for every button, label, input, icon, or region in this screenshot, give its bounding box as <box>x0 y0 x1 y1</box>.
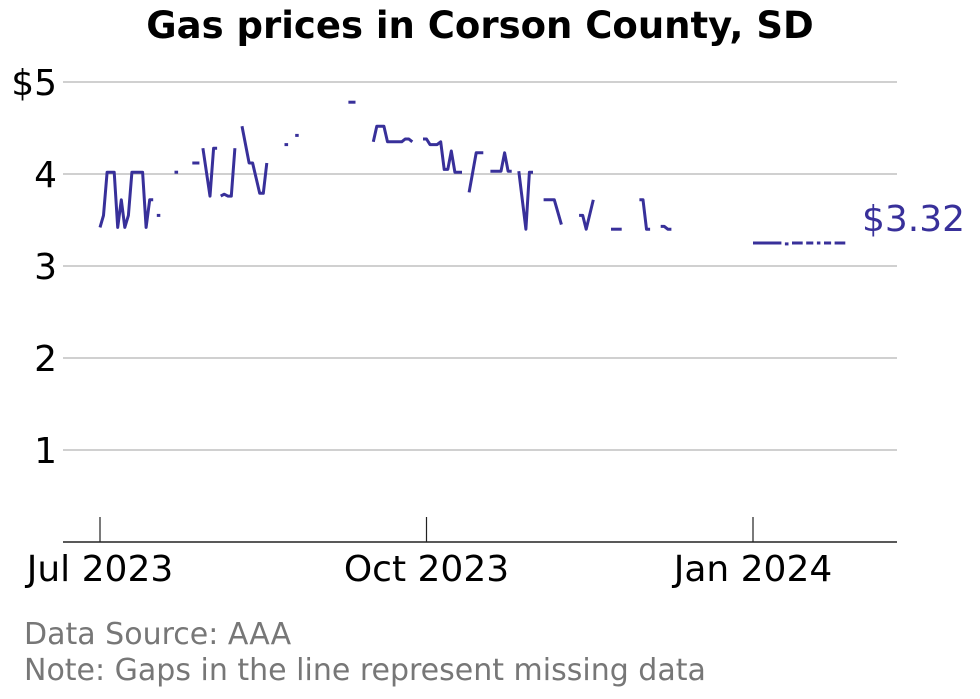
series-segment-19 <box>639 198 651 231</box>
series-segment-7 <box>240 125 269 195</box>
y-tick-label-3: 3 <box>34 247 57 288</box>
y-tick-label-4: 4 <box>34 155 57 196</box>
series-segment-13 <box>467 151 484 193</box>
series-segment-20 <box>660 224 672 231</box>
series-segment-16 <box>543 198 563 226</box>
series-segment-1 <box>98 170 154 229</box>
y-tick-label-2: 2 <box>34 339 57 380</box>
y-axis-tick-labels: 1 2 3 4 $5 <box>11 63 57 472</box>
series-segment-11 <box>371 124 414 144</box>
x-tick-label-jul-2023: Jul 2023 <box>25 549 174 590</box>
series-segment-5 <box>201 146 218 198</box>
chart-footer: Data Source: AAA Note: Gaps in the line … <box>24 617 706 689</box>
series-segment-17 <box>579 199 595 231</box>
series-segment-12 <box>423 137 462 174</box>
x-axis-ticks: Jul 2023 Oct 2023 Jan 2024 <box>25 517 833 590</box>
series-segment-6 <box>219 148 237 198</box>
y-tick-label-5: $5 <box>11 63 57 104</box>
last-value-label: $3.32 <box>862 199 965 240</box>
chart-title: Gas prices in Corson County, SD <box>146 4 814 47</box>
price-series <box>98 100 846 246</box>
missing-data-note: Note: Gaps in the line represent missing… <box>24 653 706 688</box>
data-source-note: Data Source: AAA <box>24 617 292 652</box>
x-tick-label-jan-2024: Jan 2024 <box>672 549 833 590</box>
x-tick-label-oct-2023: Oct 2023 <box>344 549 509 590</box>
series-segment-15 <box>517 170 533 231</box>
gridlines <box>63 81 897 451</box>
series-segment-14 <box>490 151 512 173</box>
y-tick-label-1: 1 <box>34 431 57 472</box>
